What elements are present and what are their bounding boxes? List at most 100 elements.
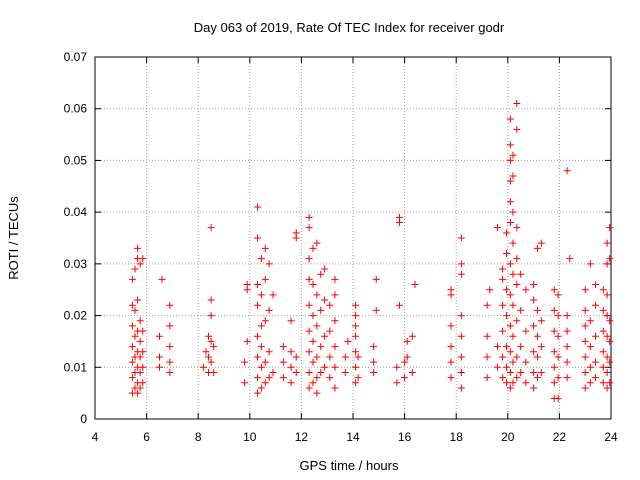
data-point [503, 250, 511, 258]
data-point [331, 291, 339, 299]
data-point [128, 322, 136, 330]
data-point [207, 358, 215, 366]
data-point [199, 363, 207, 371]
data-point [581, 368, 589, 376]
y-tick-label: 0.03 [64, 257, 88, 271]
data-point [269, 291, 277, 299]
y-axis-label: ROTI / TECUs [6, 196, 21, 280]
data-point [554, 291, 562, 299]
data-point [503, 229, 511, 237]
data-point [606, 379, 614, 387]
data-point [134, 244, 142, 252]
data-point [483, 374, 491, 382]
data-point [537, 317, 545, 325]
data-point [537, 343, 545, 351]
x-tick-label: 10 [243, 430, 257, 444]
data-point [457, 260, 465, 268]
data-point [136, 337, 144, 345]
data-point [563, 167, 571, 175]
data-point [341, 353, 349, 361]
data-point [156, 363, 163, 371]
data-point [499, 301, 507, 309]
data-point [586, 343, 594, 351]
x-tick-label: 12 [295, 430, 309, 444]
data-point [254, 389, 262, 397]
data-point [207, 337, 215, 345]
data-point [503, 312, 511, 320]
data-point [309, 312, 317, 320]
data-point [370, 368, 378, 376]
data-point [128, 275, 136, 283]
data-point [606, 255, 614, 263]
data-point [372, 306, 380, 314]
data-point [158, 275, 166, 283]
x-tick-label: 14 [346, 430, 360, 444]
data-point [156, 353, 163, 361]
y-tick-label: 0 [80, 412, 87, 426]
data-point [563, 358, 571, 366]
x-tick-label: 4 [92, 430, 99, 444]
data-point [554, 312, 562, 320]
data-point [331, 384, 339, 392]
data-point [136, 368, 144, 376]
data-point [317, 306, 325, 314]
x-tick-label: 18 [450, 430, 464, 444]
data-point [401, 358, 409, 366]
data-point [241, 379, 249, 387]
data-point [139, 379, 147, 387]
x-tick-label: 20 [501, 430, 515, 444]
y-tick-label: 0.01 [64, 360, 88, 374]
data-point [506, 218, 514, 226]
data-point [447, 343, 455, 351]
data-point [354, 374, 362, 382]
data-point [254, 301, 262, 309]
data-point [533, 353, 541, 361]
data-point [603, 384, 611, 392]
data-point [503, 363, 511, 371]
data-point [592, 301, 600, 309]
data-point [166, 343, 174, 351]
data-point [554, 353, 562, 361]
data-point [257, 363, 265, 371]
x-tick-label: 16 [398, 430, 412, 444]
data-point [202, 348, 210, 356]
data-point [279, 374, 287, 382]
data-point [483, 301, 491, 309]
data-point [261, 244, 269, 252]
data-point [134, 389, 142, 397]
data-point [326, 353, 334, 361]
data-point [586, 363, 594, 371]
data-point [506, 384, 514, 392]
data-point [257, 384, 265, 392]
data-point [499, 327, 507, 335]
data-point [372, 275, 380, 283]
data-point [265, 306, 273, 314]
data-point [457, 312, 465, 320]
data-point [317, 343, 325, 351]
data-point [522, 358, 530, 366]
data-point [403, 353, 411, 361]
data-point [563, 343, 571, 351]
data-point [581, 286, 589, 294]
data-point [513, 255, 521, 263]
data-point [243, 337, 251, 345]
data-point [606, 337, 614, 345]
data-point [603, 239, 611, 247]
data-point [287, 379, 295, 387]
data-point [317, 368, 325, 376]
data-point [522, 286, 530, 294]
data-point [550, 327, 558, 335]
chart-title: Day 063 of 2019, Rate Of TEC Index for r… [194, 20, 505, 35]
data-point [269, 368, 277, 376]
data-point [136, 384, 144, 392]
data-point [550, 363, 558, 371]
data-point [592, 281, 600, 289]
data-point [506, 156, 514, 164]
data-point [606, 224, 614, 232]
data-point [261, 358, 269, 366]
data-point [166, 368, 174, 376]
data-point [128, 343, 136, 351]
data-point [305, 213, 313, 221]
data-point [447, 286, 455, 294]
